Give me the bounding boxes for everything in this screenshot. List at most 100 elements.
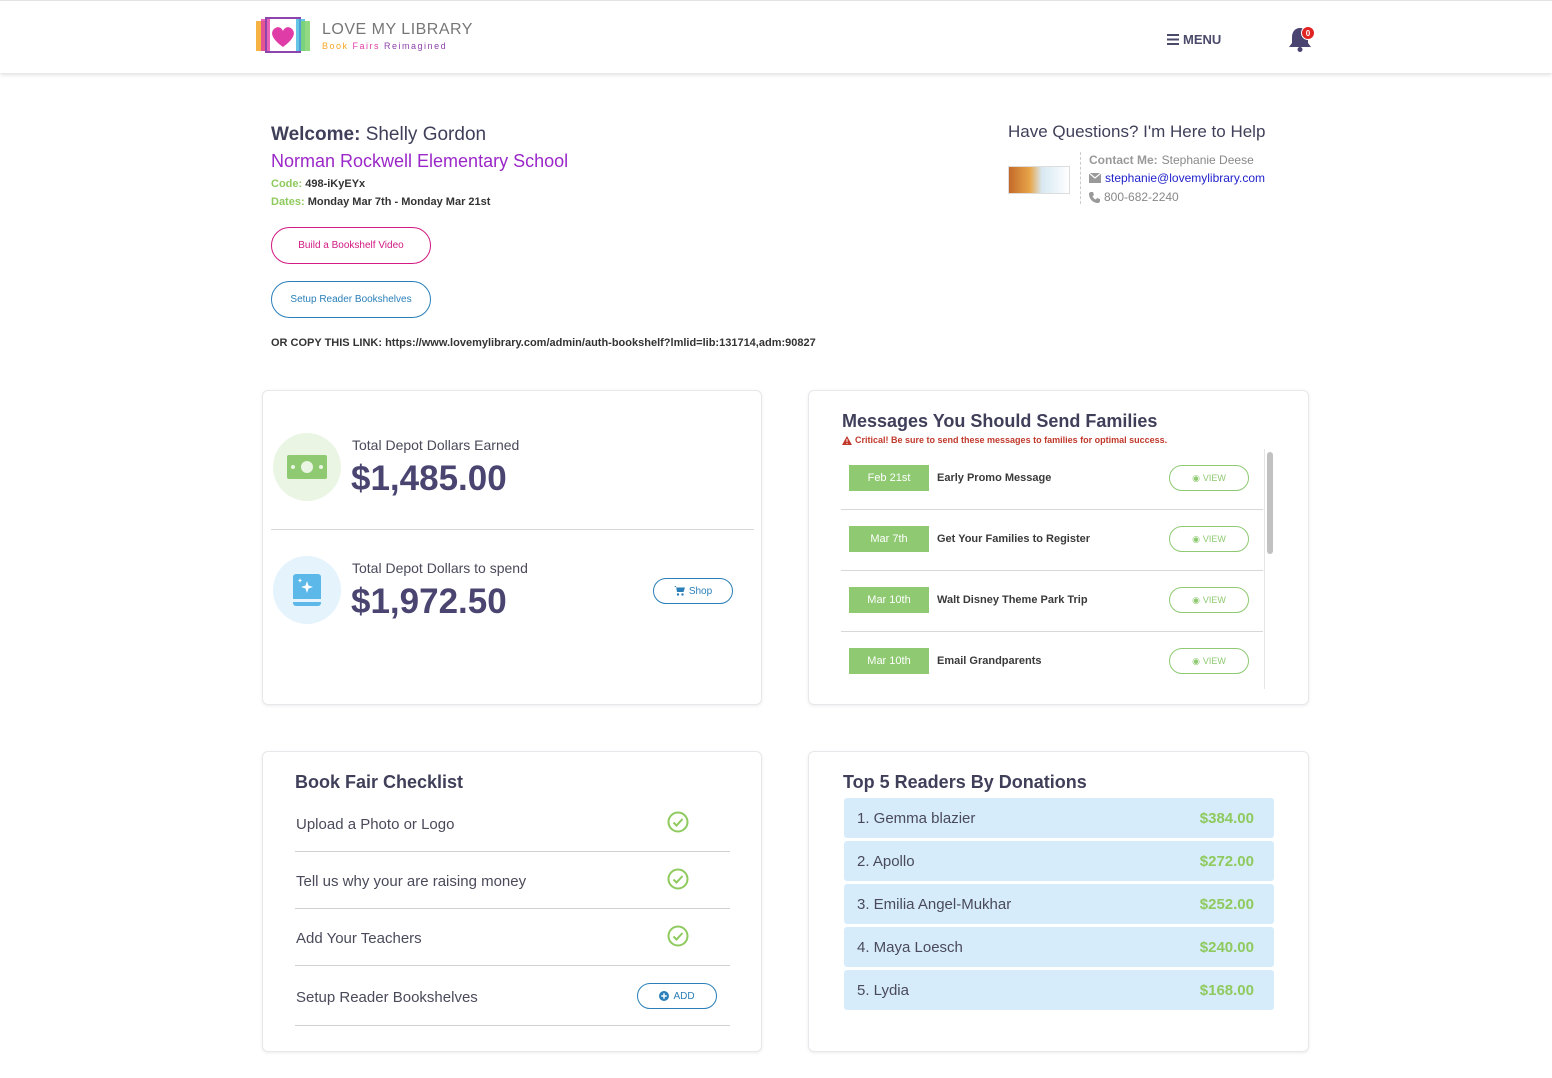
scrollbar-thumb[interactable] — [1267, 452, 1273, 554]
logo-title: LOVE MY LIBRARY — [322, 21, 473, 38]
contact-divider — [1080, 152, 1081, 204]
shop-label: Shop — [688, 585, 713, 597]
view-message-button[interactable]: ◉ VIEW — [1169, 526, 1249, 552]
copy-link-text[interactable]: OR COPY THIS LINK: https://www.lovemylib… — [271, 337, 816, 349]
tagline-word: Book — [322, 41, 349, 51]
checklist-label: Add Your Teachers — [296, 930, 422, 947]
check-circle-icon — [667, 925, 689, 947]
contact-email-link[interactable]: stephanie@lovemylibrary.com — [1105, 171, 1266, 185]
divider — [271, 529, 754, 530]
reader-amount: $240.00 — [1199, 939, 1254, 956]
top-readers-list: 1. Gemma blazier $384.00 2. Apollo $272.… — [844, 798, 1274, 1013]
message-row: Feb 21st Early Promo Message ◉ VIEW — [841, 449, 1263, 510]
contact-phone: 800-682-2240 — [1104, 190, 1179, 204]
message-date: Mar 10th — [849, 587, 929, 613]
spend-label: Total Depot Dollars to spend — [352, 560, 528, 576]
view-message-button[interactable]: ◉ VIEW — [1169, 587, 1249, 613]
messages-scrollbar[interactable] — [1264, 449, 1276, 689]
notification-badge: 0 — [1301, 26, 1315, 40]
message-name: Walt Disney Theme Park Trip — [937, 594, 1088, 606]
reader-row: 2. Apollo $272.00 — [844, 841, 1274, 881]
top-readers-card: Top 5 Readers By Donations 1. Gemma blaz… — [808, 751, 1309, 1052]
book-icon — [273, 556, 341, 624]
reader-amount: $272.00 — [1199, 853, 1254, 870]
welcome-heading: Welcome: Shelly Gordon — [271, 124, 486, 146]
fair-dates: Dates: Monday Mar 7th - Monday Mar 21st — [271, 196, 490, 208]
checklist: Upload a Photo or Logo Tell us why your … — [295, 795, 730, 1026]
eye-icon: ◉ — [1192, 472, 1200, 483]
envelope-icon — [1089, 173, 1101, 183]
message-date: Feb 21st — [849, 465, 929, 491]
earned-value: $1,485.00 — [351, 459, 507, 498]
dates-label: Dates: — [271, 196, 305, 208]
tagline-word: Fairs — [352, 41, 381, 51]
reader-row: 3. Emilia Angel-Mukhar $252.00 — [844, 884, 1274, 924]
message-row: Mar 7th Get Your Families to Register ◉ V… — [841, 510, 1263, 571]
message-date: Mar 7th — [849, 526, 929, 552]
dates-value: Monday Mar 7th - Monday Mar 21st — [307, 196, 491, 208]
earned-label: Total Depot Dollars Earned — [352, 437, 520, 453]
menu-button[interactable]: MENU — [1167, 32, 1221, 47]
checklist-item: Tell us why your are raising money — [295, 852, 730, 909]
contact-name-line: Contact Me: Stephanie Deese — [1089, 153, 1254, 167]
money-icon — [273, 433, 341, 501]
message-row: Mar 10th Walt Disney Theme Park Trip ◉ VI… — [841, 571, 1263, 632]
reader-name: 5. Lydia — [857, 982, 909, 999]
view-message-button[interactable]: ◉ VIEW — [1169, 648, 1249, 674]
welcome-label: Welcome: — [271, 124, 361, 145]
depot-dollars-card: Total Depot Dollars Earned $1,485.00 Tot… — [262, 390, 762, 705]
view-label: VIEW — [1202, 534, 1226, 544]
checklist-label: Upload a Photo or Logo — [296, 816, 455, 833]
view-label: VIEW — [1202, 595, 1226, 605]
build-bookshelf-video-button[interactable]: Build a Bookshelf Video — [271, 227, 431, 264]
logo-tagline: Book Fairs Reimagined — [322, 41, 473, 51]
critical-text: Critical! Be sure to send these messages… — [855, 435, 1168, 445]
reader-row: 5. Lydia $168.00 — [844, 970, 1274, 1010]
setup-reader-bookshelves-button[interactable]: Setup Reader Bookshelves — [271, 281, 431, 318]
warning-icon — [842, 435, 852, 445]
checklist-item: Setup Reader Bookshelves ADD — [295, 966, 730, 1026]
view-label: VIEW — [1202, 656, 1226, 666]
eye-icon: ◉ — [1192, 594, 1200, 605]
reader-amount: $168.00 — [1199, 982, 1254, 999]
reader-amount: $384.00 — [1199, 810, 1254, 827]
add-label: ADD — [673, 990, 695, 1002]
reader-name: 2. Apollo — [857, 853, 915, 870]
message-name: Email Grandparents — [937, 655, 1042, 667]
contact-label: Contact Me: — [1089, 153, 1158, 167]
top-navbar: LOVE MY LIBRARY Book Fairs Reimagined ME… — [0, 0, 1552, 73]
site-logo[interactable]: LOVE MY LIBRARY Book Fairs Reimagined — [254, 17, 473, 55]
contact-name: Stephanie Deese — [1161, 153, 1254, 167]
message-name: Get Your Families to Register — [937, 533, 1091, 545]
contact-email-line: stephanie@lovemylibrary.com — [1089, 171, 1265, 185]
messages-list[interactable]: Feb 21st Early Promo Message ◉ VIEW Mar 7… — [841, 449, 1263, 689]
check-circle-icon — [667, 811, 689, 833]
message-name: Early Promo Message — [937, 472, 1052, 484]
messages-title: Messages You Should Send Families — [842, 411, 1158, 431]
top-readers-title: Top 5 Readers By Donations — [843, 772, 1087, 792]
add-bookshelves-button[interactable]: ADD — [637, 983, 717, 1009]
shop-button[interactable]: Shop — [653, 578, 733, 604]
check-circle-icon — [667, 868, 689, 890]
eye-icon: ◉ — [1192, 533, 1200, 544]
phone-icon — [1089, 191, 1100, 203]
message-date: Mar 10th — [849, 648, 929, 674]
hamburger-icon — [1167, 34, 1179, 45]
reader-row: 4. Maya Loesch $240.00 — [844, 927, 1274, 967]
code-value: 498-iKyEYx — [305, 178, 366, 190]
help-title: Have Questions? I'm Here to Help — [1008, 122, 1266, 141]
message-row: Mar 10th Email Grandparents ◉ VIEW — [841, 632, 1263, 689]
school-name: Norman Rockwell Elementary School — [271, 151, 569, 171]
view-label: VIEW — [1202, 473, 1226, 483]
checklist-card: Book Fair Checklist Upload a Photo or Lo… — [262, 751, 762, 1052]
user-name: Shelly Gordon — [365, 124, 487, 145]
fair-code: Code: 498-iKyEYx — [271, 178, 365, 190]
contact-phone-line: 800-682-2240 — [1089, 190, 1179, 204]
menu-label: MENU — [1183, 32, 1222, 47]
reader-name: 1. Gemma blazier — [857, 810, 976, 827]
spend-value: $1,972.50 — [351, 582, 507, 621]
contact-photo — [1008, 166, 1070, 194]
view-message-button[interactable]: ◉ VIEW — [1169, 465, 1249, 491]
reader-amount: $252.00 — [1199, 896, 1254, 913]
checklist-title: Book Fair Checklist — [295, 772, 464, 792]
